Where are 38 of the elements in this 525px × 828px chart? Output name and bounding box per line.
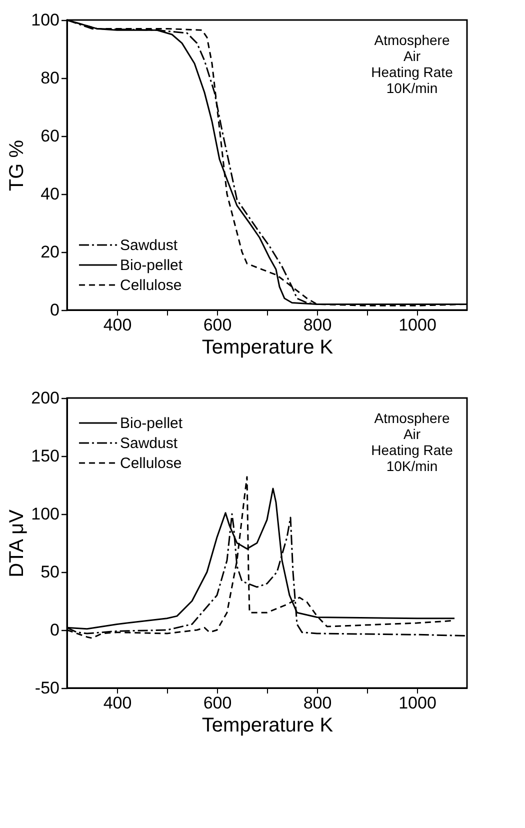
legend-label: Cellulose [120,277,182,294]
y-tick-label: 150 [31,446,60,466]
y-tick-label: 50 [40,562,60,582]
y-tick-label: 80 [40,68,60,88]
y-tick-label: -50 [34,678,60,698]
y-tick-label: 200 [31,388,60,408]
legend-label: Cellulose [120,455,182,472]
annotation: Atmosphere [374,32,450,48]
x-tick-label: 800 [303,316,332,334]
x-axis-title: Temperature K [202,714,334,736]
legend-label: Sawdust [120,435,178,452]
y-axis-title: DTA μV [6,508,28,578]
y-tick-label: 100 [31,504,60,524]
legend-label: Bio-pellet [120,415,184,432]
x-tick-label: 1000 [398,694,436,712]
x-tick-label: 400 [103,694,132,712]
x-tick-label: 800 [303,694,332,712]
annotation: Heating Rate [371,64,454,80]
y-tick-label: 40 [40,184,60,204]
annotation: Heating Rate [371,442,454,458]
y-tick-label: 20 [40,242,60,262]
y-tick-label: 100 [31,10,60,30]
y-axis-title: TG % [6,140,28,192]
annotation: Atmosphere [374,410,450,426]
x-tick-label: 1000 [398,316,436,334]
annotation: Air [403,48,421,64]
x-tick-label: 600 [203,694,232,712]
y-tick-label: 0 [50,300,60,320]
x-tick-label: 400 [103,316,132,334]
y-tick-label: 60 [40,126,60,146]
legend-label: Sawdust [120,237,178,254]
annotation: Air [403,426,421,442]
x-axis-title: Temperature K [202,336,334,358]
x-tick-label: 600 [203,316,232,334]
annotation: 10K/min [386,80,438,96]
annotation: 10K/min [386,458,438,474]
y-tick-label: 0 [50,620,60,640]
legend-label: Bio-pellet [120,257,184,274]
